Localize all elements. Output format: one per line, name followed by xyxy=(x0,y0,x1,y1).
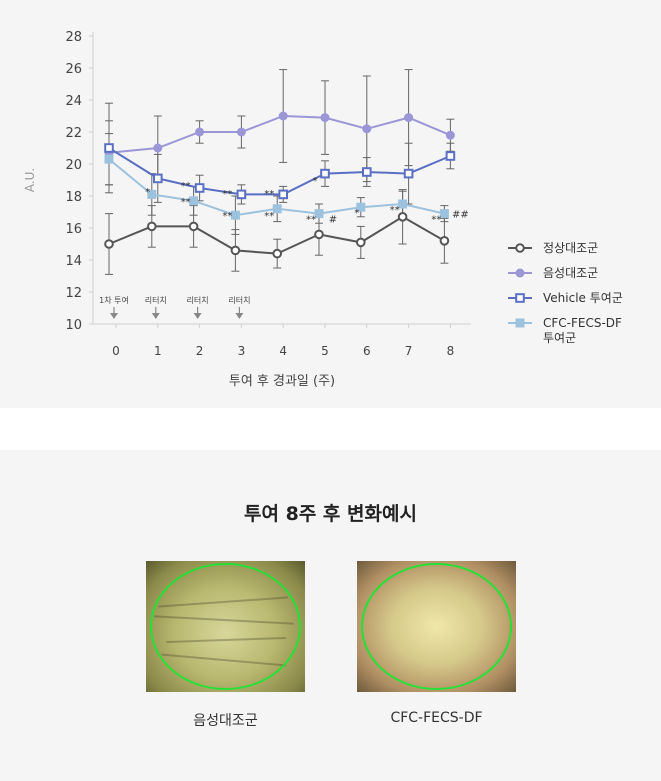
data-point xyxy=(362,124,372,134)
data-point xyxy=(320,168,330,179)
significance-label: ** xyxy=(390,205,400,216)
y-axis-label: A.U. xyxy=(23,168,37,192)
treatment-marker-arrow-head xyxy=(235,313,244,319)
legend-swatch-marker xyxy=(515,293,525,303)
treatment-marker-arrow-head xyxy=(193,313,202,319)
chart-panel xyxy=(0,0,661,408)
photo-caption: CFC-FECS-DF xyxy=(390,710,483,726)
treatment-marker-arrow-head xyxy=(110,313,118,319)
significance-label: ** xyxy=(264,189,274,200)
photo-cfc-fecs-df xyxy=(357,561,516,692)
x-tick-label: 7 xyxy=(405,344,413,358)
data-point xyxy=(398,199,408,209)
data-point xyxy=(230,210,240,220)
significance-label: ** xyxy=(306,214,316,225)
data-point xyxy=(439,236,450,246)
data-point xyxy=(397,212,408,222)
data-point xyxy=(194,183,205,193)
x-tick-label: 1 xyxy=(154,344,162,358)
data-point xyxy=(278,189,288,200)
data-point xyxy=(104,239,114,249)
y-tick-label: 26 xyxy=(65,62,82,77)
data-point xyxy=(147,189,157,199)
significance-label: # xyxy=(329,214,337,225)
significance-label: * xyxy=(145,187,150,198)
data-point xyxy=(188,221,199,232)
data-point xyxy=(314,229,324,240)
data-point xyxy=(147,221,157,232)
data-point xyxy=(230,245,241,256)
data-point xyxy=(314,209,324,219)
data-point xyxy=(320,113,330,123)
series-line xyxy=(108,147,451,196)
data-point xyxy=(104,143,114,153)
x-tick-label: 5 xyxy=(321,344,329,358)
legend-label: 음성대조군 xyxy=(543,266,598,280)
legend-label: Vehicle 투여군 xyxy=(543,291,623,305)
treatment-marker-label: 리터치 xyxy=(187,296,209,305)
data-point xyxy=(153,173,163,184)
data-point xyxy=(189,196,199,206)
x-tick-label: 3 xyxy=(238,344,246,358)
data-point xyxy=(104,154,114,164)
data-point xyxy=(362,167,372,177)
significance-label: ## xyxy=(452,210,469,221)
measurement-circle xyxy=(150,563,301,690)
treatment-marker-label: 리터치 xyxy=(145,296,167,305)
data-point xyxy=(403,168,414,179)
data-point xyxy=(278,111,288,121)
y-tick-label: 24 xyxy=(65,94,82,109)
photo-caption: 음성대조군 xyxy=(193,713,258,729)
x-tick-label: 0 xyxy=(112,344,120,358)
section-title: 투여 8주 후 변화예시 xyxy=(244,503,417,525)
treatment-marker-label: 1차 투여 xyxy=(99,295,129,305)
y-tick-label: 28 xyxy=(65,30,82,45)
significance-label: * xyxy=(313,176,318,187)
significance-label: * xyxy=(354,208,359,219)
y-tick-label: 14 xyxy=(65,254,82,269)
significance-label: ** xyxy=(264,211,274,222)
data-point xyxy=(439,209,449,219)
data-point xyxy=(272,248,283,259)
data-point xyxy=(236,189,247,200)
x-tick-label: 2 xyxy=(196,344,204,358)
legend-label: 투여군 xyxy=(543,331,576,345)
y-tick-label: 10 xyxy=(65,318,82,333)
data-point xyxy=(445,130,455,140)
treatment-marker-arrow-head xyxy=(151,313,160,319)
data-point xyxy=(404,113,414,123)
legend-swatch-marker xyxy=(515,243,525,253)
data-point xyxy=(356,237,366,248)
significance-label: ** xyxy=(181,181,191,192)
legend-swatch-marker xyxy=(515,268,525,278)
data-point xyxy=(195,127,205,137)
data-point xyxy=(272,204,282,214)
data-point xyxy=(236,127,246,137)
y-tick-label: 16 xyxy=(65,222,82,237)
photo-negative-control xyxy=(146,561,305,692)
y-tick-label: 22 xyxy=(65,126,82,141)
example-panel xyxy=(0,450,661,781)
data-point xyxy=(153,143,163,153)
y-tick-label: 12 xyxy=(65,286,82,301)
treatment-marker-label: 리터치 xyxy=(228,296,250,305)
legend-swatch-marker xyxy=(515,318,525,328)
significance-label: ** xyxy=(222,189,232,200)
y-tick-label: 20 xyxy=(65,158,82,173)
significance-label: ** xyxy=(222,211,232,222)
y-tick-label: 18 xyxy=(65,190,82,205)
data-point xyxy=(445,151,456,161)
significance-label: ** xyxy=(181,197,191,208)
measurement-circle xyxy=(361,563,512,690)
data-point xyxy=(356,202,366,212)
x-tick-label: 4 xyxy=(279,344,287,358)
x-tick-label: 8 xyxy=(447,344,455,358)
x-axis-label: 투여 후 경과일 (주) xyxy=(229,374,335,389)
legend-label: CFC-FECS-DF xyxy=(543,316,622,330)
significance-label: ** xyxy=(431,214,441,225)
x-tick-label: 6 xyxy=(363,344,371,358)
legend-label: 정상대조군 xyxy=(543,241,598,255)
